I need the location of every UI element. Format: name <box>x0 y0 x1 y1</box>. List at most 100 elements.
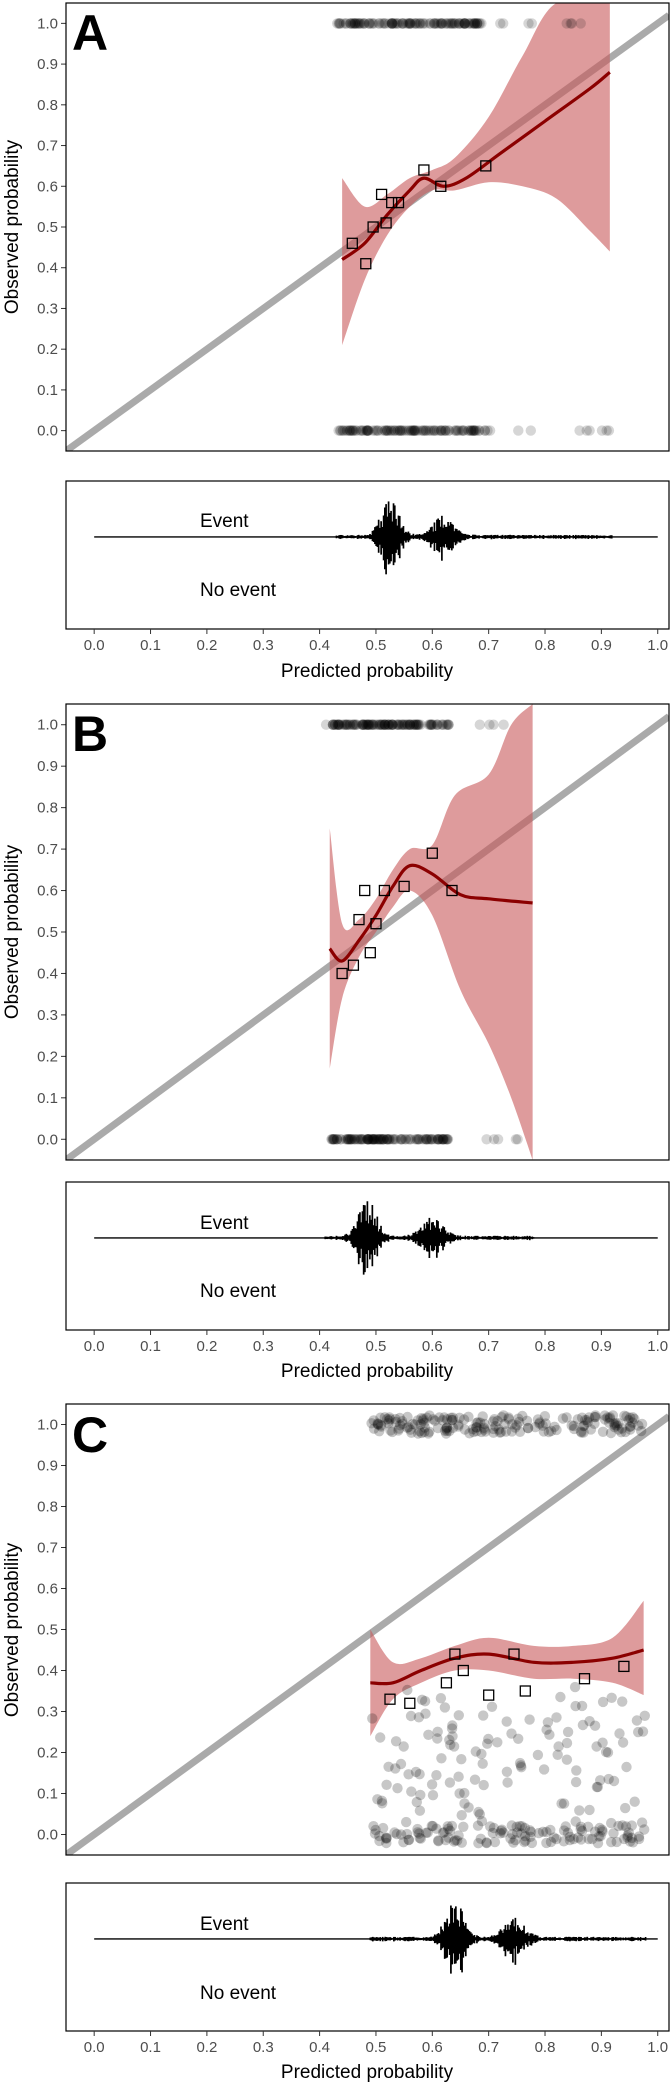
observation-point <box>507 1829 518 1840</box>
observation-point <box>459 18 470 29</box>
observation-point <box>505 1833 516 1844</box>
observation-point <box>617 1737 629 1748</box>
observation-point <box>540 1418 551 1429</box>
observation-point <box>467 425 478 436</box>
grouped-point <box>375 188 388 201</box>
observation-point <box>391 719 402 730</box>
plot-frame-a <box>65 2 670 452</box>
x-axis-title-a: Predicted probability <box>281 661 454 682</box>
observation-point <box>346 425 358 436</box>
observation-point <box>438 1134 450 1145</box>
observation-point <box>333 719 345 730</box>
observation-point <box>362 719 374 730</box>
observation-point <box>498 1827 509 1838</box>
observation-point <box>508 1837 519 1848</box>
observation-point <box>433 1836 444 1847</box>
observation-point <box>468 425 479 436</box>
observation-point <box>572 1832 584 1843</box>
x-tick-label: 0.0 <box>84 1338 105 1355</box>
observation-point <box>435 425 447 436</box>
x-tick-label: 0.4 <box>309 637 330 654</box>
observation-point <box>513 425 524 436</box>
observation-point <box>404 1134 416 1145</box>
observation-point <box>349 18 361 29</box>
observation-point <box>458 425 469 436</box>
observation-point <box>446 1414 458 1426</box>
observation-point <box>447 1720 458 1731</box>
y-tick-label: 0.0 <box>37 1827 58 1844</box>
x-tick-label: 0.6 <box>422 2039 443 2056</box>
observation-point <box>458 18 469 29</box>
grouped-point <box>483 1689 495 1701</box>
observation-point <box>346 1134 358 1145</box>
y-tick-label: 0.3 <box>37 300 58 317</box>
observation-point <box>443 719 454 730</box>
observation-point <box>613 1820 624 1832</box>
observation-point <box>441 1134 452 1145</box>
observation-point <box>610 1418 621 1429</box>
observation-point <box>459 18 470 29</box>
observation-point <box>396 719 407 730</box>
observation-point <box>522 1422 534 1434</box>
observation-point <box>526 18 537 29</box>
observation-point <box>367 1134 378 1145</box>
observation-point <box>589 1418 600 1430</box>
observation-point <box>363 719 375 730</box>
observation-point <box>409 1134 421 1145</box>
observation-point <box>538 1426 549 1437</box>
observation-point <box>376 425 387 436</box>
observation-point <box>469 1774 481 1785</box>
observation-point <box>383 1415 395 1426</box>
observation-point <box>426 719 437 730</box>
observation-point <box>595 1830 606 1842</box>
observation-point <box>454 1788 465 1799</box>
observation-point <box>484 719 495 730</box>
observation-point <box>459 1798 470 1809</box>
observation-point <box>600 1746 612 1758</box>
observation-point <box>446 18 457 29</box>
observation-point <box>513 1413 524 1424</box>
observation-point <box>456 1810 467 1821</box>
observation-point <box>432 1726 443 1738</box>
observation-point <box>380 425 392 436</box>
observation-point <box>578 1421 589 1432</box>
observation-point <box>424 1134 435 1145</box>
observation-point <box>480 1426 491 1437</box>
observation-point <box>479 425 490 436</box>
observation-point <box>364 18 376 29</box>
observation-point <box>372 1418 383 1429</box>
observation-point <box>597 1826 608 1837</box>
observation-point <box>629 1413 640 1425</box>
observation-point <box>404 719 415 730</box>
observation-point <box>499 1418 510 1430</box>
observation-point <box>428 425 439 436</box>
observation-point <box>488 1822 500 1834</box>
observation-point <box>394 719 405 730</box>
observation-point <box>412 425 424 436</box>
observation-point <box>570 1816 581 1827</box>
x-tick-label: 0.0 <box>84 637 105 654</box>
observation-point <box>357 425 368 436</box>
grouped-point <box>360 258 372 270</box>
observation-point <box>417 1134 428 1145</box>
observation-point <box>463 1411 474 1423</box>
y-tick-label: 0.0 <box>37 1131 58 1148</box>
observation-point <box>601 425 612 436</box>
observation-point <box>589 1826 601 1837</box>
observation-point <box>330 719 341 730</box>
observation-point <box>442 18 454 29</box>
observation-point <box>539 1411 551 1422</box>
observation-point <box>351 18 363 29</box>
observation-point <box>379 1412 391 1423</box>
observation-point <box>627 1837 639 1848</box>
observation-point <box>382 425 393 436</box>
observation-point <box>533 1827 544 1839</box>
observation-point <box>362 425 374 436</box>
observation-point <box>465 425 476 436</box>
observation-point <box>507 1419 518 1430</box>
observation-point <box>386 18 398 29</box>
observation-point <box>421 1412 432 1423</box>
observation-point <box>329 719 341 730</box>
observation-point <box>343 1134 354 1145</box>
observation-point <box>410 18 421 29</box>
